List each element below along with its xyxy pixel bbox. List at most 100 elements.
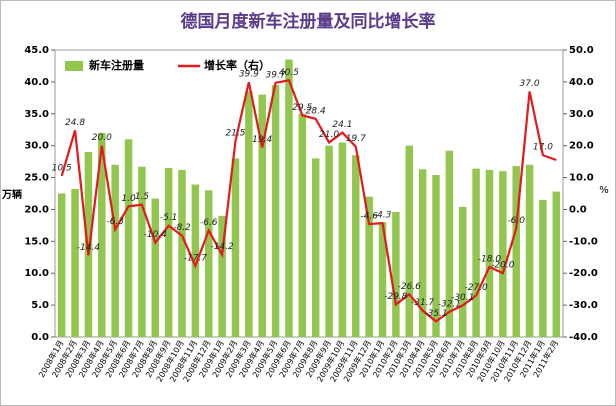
y-axis-label: 万辆 (1, 188, 22, 201)
value-label: 21.0 (319, 130, 339, 140)
value-label: -17.7 (184, 253, 208, 263)
bar (325, 145, 333, 337)
bar (178, 169, 186, 337)
value-label: 24.1 (332, 120, 352, 130)
bar (418, 169, 427, 337)
value-label: -20.0 (491, 261, 515, 271)
y2-tick-label: 0.0 (569, 204, 587, 215)
value-label: -4.6 (360, 212, 378, 222)
bar (164, 167, 173, 337)
y-tick-label: 40.0 (24, 77, 49, 88)
y2-tick-label: 20.0 (569, 141, 594, 152)
y-tick-label: 20.0 (24, 204, 49, 215)
value-label: 21.5 (225, 128, 245, 138)
bar (525, 164, 534, 337)
y-tick-label: 15.0 (24, 236, 49, 247)
bar (231, 158, 240, 337)
y-tick-label: 10.0 (24, 268, 49, 279)
bar (539, 199, 547, 337)
value-label: -26.6 (398, 282, 422, 292)
bar (512, 166, 520, 337)
legend-swatch (65, 61, 83, 71)
y2-tick-label: -40.0 (569, 332, 598, 343)
bar (552, 191, 561, 337)
y-tick-label: 25.0 (24, 173, 49, 184)
value-label: 40.5 (279, 68, 299, 78)
bar (57, 193, 66, 337)
y2-tick-label: 50.0 (569, 45, 594, 56)
bar (258, 94, 266, 338)
value-label: 19.7 (346, 134, 366, 144)
value-label: 1.0 (121, 194, 136, 204)
bar (445, 150, 454, 337)
value-label: 39.7 (266, 70, 286, 80)
value-label: 37.0 (520, 79, 540, 89)
y-tick-label: 5.0 (31, 300, 49, 311)
value-label: 39.9 (239, 70, 259, 80)
bar (84, 152, 93, 337)
bar (138, 166, 146, 337)
y2-tick-label: 10.0 (569, 173, 594, 184)
value-label: 20.0 (92, 133, 112, 143)
value-label: 29.5 (292, 103, 312, 113)
bar (311, 158, 320, 337)
value-label: 17.0 (533, 143, 553, 153)
value-label: -35.1 (424, 309, 447, 319)
bar (298, 113, 307, 338)
bar (124, 139, 133, 337)
y2-axis-label: % (599, 185, 609, 196)
value-label: -6.6 (200, 218, 218, 228)
legend-label: 新车注册量 (89, 58, 144, 72)
value-label: 10.5 (52, 163, 72, 173)
value-label: -5.1 (160, 213, 178, 223)
value-label: 19.4 (252, 135, 272, 145)
y2-tick-label: 30.0 (569, 109, 594, 120)
value-label: -6.3 (106, 217, 124, 227)
value-label: 28.4 (306, 106, 326, 116)
y2-tick-label: -20.0 (569, 268, 598, 279)
bar (285, 59, 293, 338)
bar (71, 189, 79, 337)
value-label: -14.4 (77, 243, 101, 253)
y2-tick-label: -10.0 (569, 236, 598, 247)
y-tick-label: 35.0 (24, 109, 49, 120)
value-label: -18.0 (478, 254, 502, 264)
value-label: 1.5 (135, 192, 150, 202)
bar (271, 85, 280, 337)
bar (458, 206, 467, 337)
y-tick-label: 45.0 (24, 45, 49, 56)
value-label: -4.3 (374, 211, 392, 221)
bar (191, 184, 200, 337)
bar (338, 142, 347, 337)
bar (98, 132, 106, 337)
bar (378, 222, 387, 337)
bar (218, 215, 226, 337)
bar (151, 198, 160, 337)
bar (365, 196, 373, 337)
y2-tick-label: 40.0 (569, 77, 594, 88)
value-label: -32.1 (438, 299, 461, 309)
value-label: -6.0 (507, 216, 525, 226)
bar (392, 211, 400, 337)
bar (499, 171, 507, 337)
value-label: -29.8 (384, 292, 408, 302)
chart-title: 德国月度新车注册量及同比增长率 (181, 11, 436, 32)
y2-tick-label: -30.0 (569, 300, 598, 311)
legend-label: 增长率（右） (204, 58, 270, 72)
bar (472, 168, 480, 337)
bar (485, 169, 494, 337)
bar (111, 164, 119, 337)
y-tick-label: 30.0 (24, 141, 49, 152)
value-label: -27.0 (464, 283, 488, 293)
bar (245, 91, 253, 337)
value-label: -10.4 (144, 230, 168, 240)
bar (204, 190, 213, 337)
value-label: -31.7 (411, 298, 435, 308)
bar (432, 175, 440, 337)
value-label: -8.2 (173, 223, 191, 233)
growth-line (60, 79, 557, 323)
value-label: -14.2 (210, 242, 234, 252)
bar (405, 145, 414, 337)
y-tick-label: 0.0 (31, 332, 49, 343)
